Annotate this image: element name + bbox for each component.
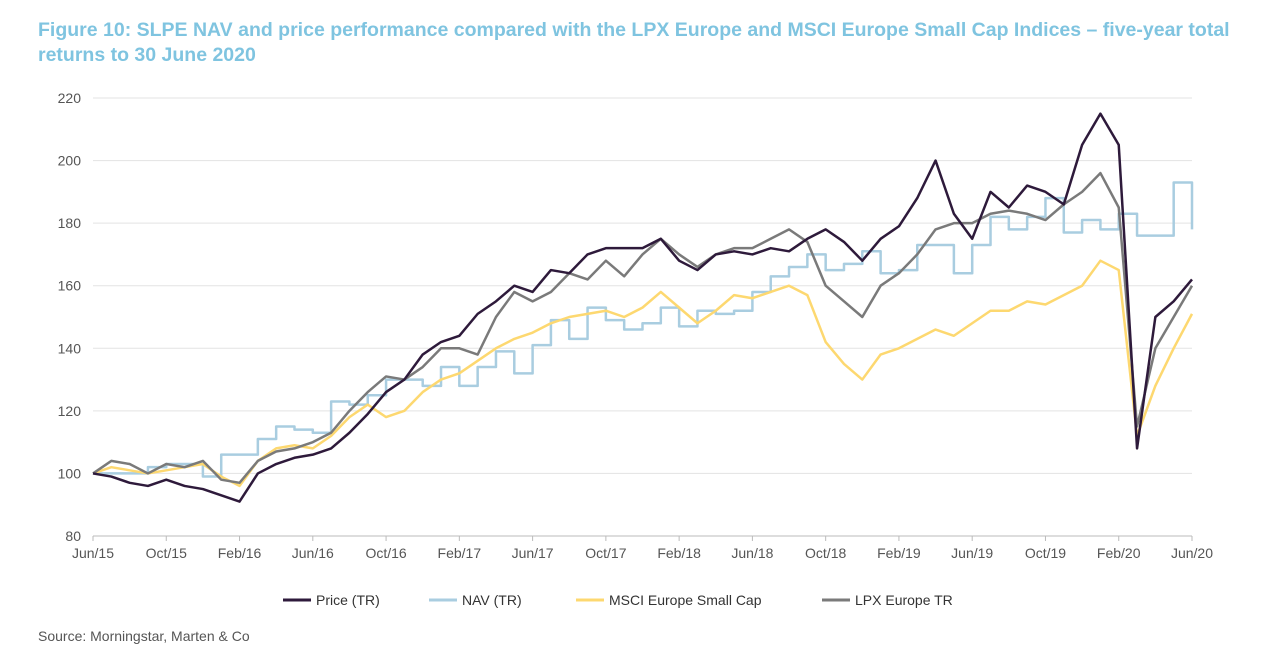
- x-tick-label: Oct/15: [146, 545, 187, 561]
- x-tick-label: Feb/19: [877, 545, 921, 561]
- series-line-nav-tr-: [93, 181, 1194, 478]
- legend-label: LPX Europe TR: [855, 592, 953, 608]
- x-tick-label: Jun/17: [512, 545, 554, 561]
- y-tick-label: 120: [58, 403, 82, 419]
- x-tick-label: Oct/16: [365, 545, 406, 561]
- y-tick-label: 140: [58, 340, 82, 356]
- x-tick-label: Jun/15: [72, 545, 114, 561]
- x-tick-label: Jun/20: [1171, 545, 1213, 561]
- y-tick-label: 160: [58, 278, 82, 294]
- y-tick-label: 200: [58, 153, 82, 169]
- x-tick-label: Jun/18: [731, 545, 773, 561]
- x-tick-label: Oct/17: [585, 545, 626, 561]
- x-tick-label: Jun/19: [951, 545, 993, 561]
- y-tick-label: 80: [65, 528, 81, 544]
- x-tick-label: Oct/18: [805, 545, 846, 561]
- legend-label: MSCI Europe Small Cap: [609, 592, 762, 608]
- legend-label: NAV (TR): [462, 592, 522, 608]
- chart-title: Figure 10: SLPE NAV and price performanc…: [38, 19, 1230, 66]
- legend-label: Price (TR): [316, 592, 380, 608]
- x-tick-label: Feb/18: [657, 545, 701, 561]
- y-tick-label: 220: [58, 90, 82, 106]
- y-tick-label: 100: [58, 465, 82, 481]
- series-line-lpx-europe-tr: [92, 171, 1194, 485]
- x-tick-label: Oct/19: [1025, 545, 1066, 561]
- y-tick-label: 180: [58, 215, 82, 231]
- series-line-msci-europe-small-cap: [92, 259, 1194, 488]
- series-line-price-tr-: [92, 112, 1193, 503]
- x-tick-label: Jun/16: [292, 545, 334, 561]
- x-tick-label: Feb/20: [1097, 545, 1141, 561]
- source-note: Source: Morningstar, Marten & Co: [38, 628, 250, 644]
- x-tick-label: Feb/16: [218, 545, 262, 561]
- x-tick-label: Feb/17: [438, 545, 482, 561]
